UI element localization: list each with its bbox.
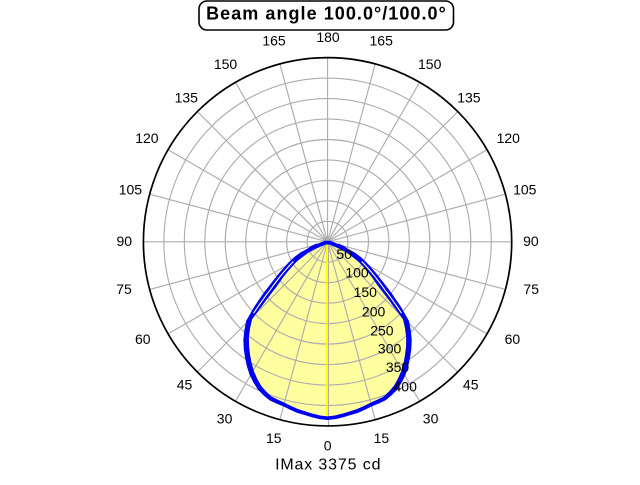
svg-text:250: 250 [370,322,394,338]
svg-text:15: 15 [374,430,390,446]
svg-text:180: 180 [316,29,340,45]
svg-text:135: 135 [175,90,199,106]
svg-text:15: 15 [266,430,282,446]
svg-text:200: 200 [362,304,386,320]
svg-text:105: 105 [513,181,537,197]
svg-text:30: 30 [423,410,439,426]
svg-text:IMax 3375 cd: IMax 3375 cd [275,457,381,474]
svg-text:100: 100 [345,265,369,281]
svg-text:150: 150 [354,284,378,300]
svg-text:75: 75 [116,281,132,297]
svg-text:90: 90 [117,233,133,249]
svg-text:30: 30 [217,410,233,426]
svg-text:120: 120 [135,130,159,146]
svg-text:0: 0 [324,437,332,453]
svg-text:300: 300 [378,341,402,357]
svg-text:45: 45 [463,377,479,393]
svg-text:165: 165 [370,32,394,48]
svg-text:350: 350 [386,359,410,375]
svg-text:60: 60 [135,331,151,347]
svg-text:60: 60 [505,331,521,347]
svg-text:400: 400 [394,379,418,395]
svg-text:150: 150 [418,56,442,72]
svg-text:50: 50 [336,246,352,262]
svg-text:90: 90 [523,233,539,249]
svg-text:75: 75 [523,281,539,297]
svg-text:Beam angle 100.0°/100.0°: Beam angle 100.0°/100.0° [206,3,447,23]
svg-text:135: 135 [457,90,481,106]
svg-text:105: 105 [119,181,143,197]
svg-text:120: 120 [497,130,521,146]
svg-text:165: 165 [262,32,286,48]
svg-text:45: 45 [177,377,193,393]
svg-text:150: 150 [214,56,238,72]
